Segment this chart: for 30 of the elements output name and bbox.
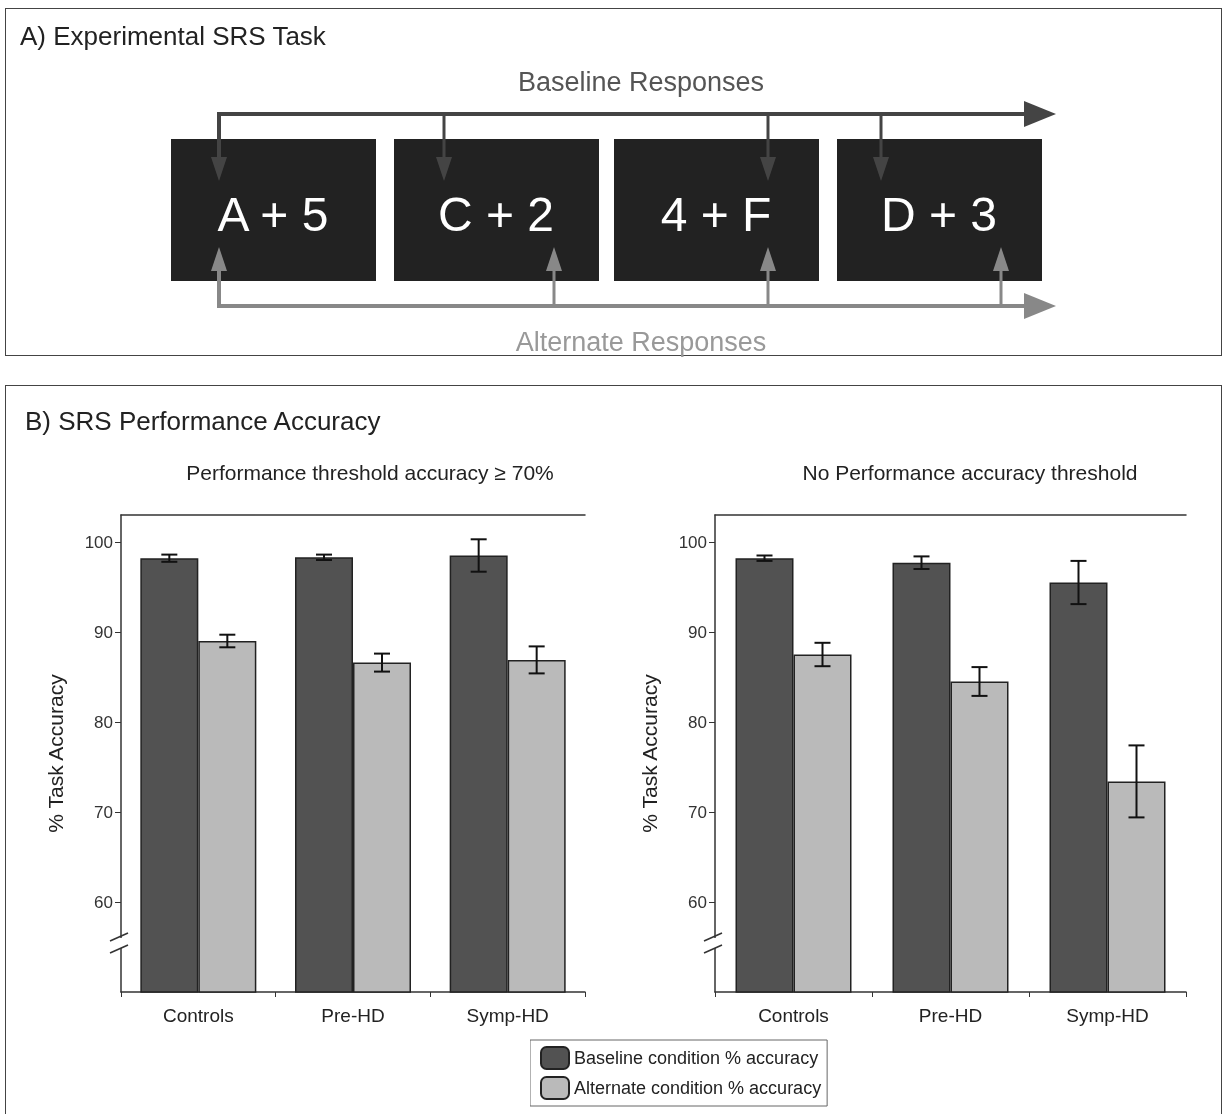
x-tick-label: Symp-HD: [1066, 1005, 1149, 1026]
x-tick-label: Controls: [162, 1005, 234, 1026]
y-tick-label: 80: [94, 712, 113, 732]
text: Alternate Responses: [515, 327, 767, 357]
y-tick-label: 100: [84, 532, 113, 552]
y-tick-label: 90: [94, 622, 113, 642]
y-tick-label: 60: [688, 892, 707, 912]
y-axis-title: % Task Accuracy: [44, 673, 67, 833]
y-tick-label: 80: [688, 712, 707, 732]
text: A) Experimental SRS Task: [20, 21, 326, 52]
text: Baseline Responses: [517, 67, 765, 97]
y-tick-label: 70: [688, 802, 707, 822]
x-tick-label: Controls: [758, 1005, 829, 1026]
card: A + 5: [171, 139, 376, 281]
x-tick-label: Pre-HD: [918, 1005, 983, 1026]
chart-title: B) SRS Performance Accuracy: [25, 406, 381, 436]
y-tick-label: 90: [688, 622, 707, 642]
x-tick-label: Symp-HD: [466, 1005, 549, 1026]
card: 4 + F: [614, 139, 819, 281]
legend-label: Baseline condition % accuracy: [574, 1048, 819, 1068]
card: C + 2: [394, 139, 599, 281]
x-tick-label: Pre-HD: [321, 1005, 385, 1026]
chart-subtitle: No Performance accuracy threshold: [802, 461, 1138, 484]
chart-subtitle: Performance threshold accuracy ≥ 70%: [186, 461, 554, 484]
y-tick-label: 70: [94, 802, 113, 822]
legend-label: Alternate condition % accuracy: [574, 1078, 822, 1098]
card: D + 3: [837, 139, 1042, 281]
y-tick-label: 60: [94, 892, 113, 912]
y-axis-title: % Task Accuracy: [638, 673, 661, 833]
y-tick-label: 100: [678, 532, 707, 552]
